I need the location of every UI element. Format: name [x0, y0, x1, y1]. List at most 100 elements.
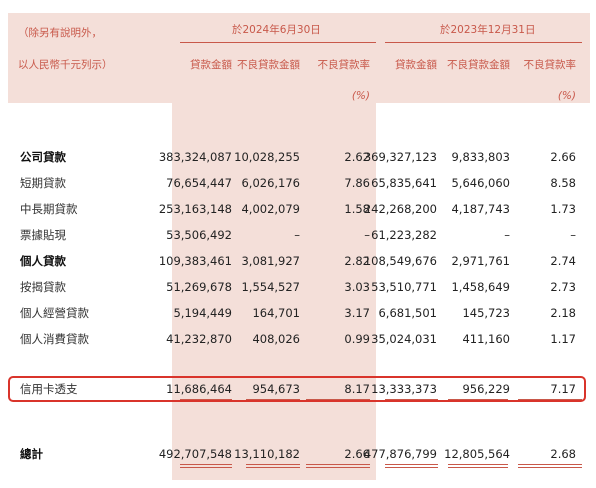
cell-loan-amount-2024: 51,269,678 [166, 280, 232, 294]
row-label: 按揭貸款 [20, 280, 66, 294]
cell-npl-ratio-2023: 8.58 [550, 176, 576, 190]
row-label: 公司貸款 [20, 150, 66, 164]
cell-npl-ratio-2024: 1.58 [344, 202, 370, 216]
cell-npl-amount-2024: 164,701 [252, 306, 300, 320]
cell-npl-ratio-2023: – [570, 228, 576, 242]
total-npl-ratio-2024: 2.66 [344, 447, 370, 461]
header-note-line2: 以人民幣千元列示） [18, 59, 113, 71]
total-label: 總計 [20, 447, 43, 461]
cell-loan-amount-2023: 61,223,282 [371, 228, 437, 242]
underline-rule [180, 464, 232, 465]
cell-loan-amount-2023: 6,681,501 [378, 306, 437, 320]
row-label: 短期貸款 [20, 176, 66, 190]
cell-loan-amount-2024: 109,383,461 [158, 254, 232, 268]
underline-rule [448, 399, 508, 400]
underline-rule [306, 467, 370, 468]
cell-npl-ratio-2023: 2.18 [550, 306, 576, 320]
underline-rule [246, 399, 300, 400]
header-band [8, 13, 590, 103]
cell-npl-amount-2023: 1,458,649 [451, 280, 510, 294]
underline-rule [385, 464, 438, 465]
cell-loan-amount-2024: 253,163,148 [158, 202, 232, 216]
period-2023-underline [385, 42, 582, 43]
cell-loan-amount-2023: 53,510,771 [371, 280, 437, 294]
cell-loan-amount-2023: 242,268,200 [363, 202, 437, 216]
row-label: 票據貼現 [20, 228, 66, 242]
col-header-npl-ratio-2024: 不良貸款率 [317, 59, 371, 71]
row-label: 中長期貸款 [20, 202, 78, 216]
cell-npl-ratio-2024: 2.82 [344, 254, 370, 268]
cell-npl-amount-2024: 6,026,176 [241, 176, 300, 190]
cell-npl-amount-2024: 4,002,079 [241, 202, 300, 216]
total-loan-amount-2024: 492,707,548 [158, 447, 232, 461]
underline-rule [518, 464, 582, 465]
col-header-npl-amount-2024: 不良貸款金額 [237, 59, 300, 71]
total-loan-amount-2023: 477,876,799 [363, 447, 437, 461]
underline-rule [448, 467, 508, 468]
period-2024-underline [180, 42, 376, 43]
cell-loan-amount-2023: 108,549,676 [363, 254, 437, 268]
cell-npl-ratio-2023: 1.17 [550, 332, 576, 346]
underline-rule [518, 399, 582, 400]
col-header-npl-ratio-2023: 不良貸款率 [523, 59, 577, 71]
cell-loan-amount-2024: 383,324,087 [158, 150, 232, 164]
underline-rule [246, 464, 300, 465]
cell-npl-amount-2023: 956,229 [462, 382, 510, 396]
period-2023-heading: 於2023年12月31日 [440, 24, 536, 36]
cell-npl-amount-2024: 3,081,927 [241, 254, 300, 268]
cell-loan-amount-2024: 53,506,492 [166, 228, 232, 242]
underline-rule [306, 464, 370, 465]
cell-npl-ratio-2024: 8.17 [344, 382, 370, 396]
cell-loan-amount-2023: 369,327,123 [363, 150, 437, 164]
cell-npl-ratio-2023: 2.74 [550, 254, 576, 268]
cell-npl-ratio-2023: 7.17 [550, 382, 576, 396]
pct-unit-2023: (%) [557, 90, 576, 102]
underline-rule [246, 467, 300, 468]
header-note-line1: （除另有說明外， [18, 27, 102, 39]
col-header-npl-amount-2023: 不良貸款金額 [447, 59, 510, 71]
row-label: 個人消費貸款 [20, 332, 89, 346]
total-npl-ratio-2023: 2.68 [550, 447, 576, 461]
cell-npl-ratio-2024: 0.99 [344, 332, 370, 346]
cell-npl-amount-2023: 145,723 [462, 306, 510, 320]
cell-npl-amount-2023: 5,646,060 [451, 176, 510, 190]
total-npl-amount-2023: 12,805,564 [444, 447, 510, 461]
cell-npl-ratio-2023: 2.73 [550, 280, 576, 294]
cell-loan-amount-2024: 11,686,464 [166, 382, 232, 396]
cell-loan-amount-2024: 41,232,870 [166, 332, 232, 346]
cell-npl-amount-2023: 4,187,743 [451, 202, 510, 216]
cell-npl-ratio-2024: 2.62 [344, 150, 370, 164]
cell-npl-amount-2024: 408,026 [252, 332, 300, 346]
cell-npl-ratio-2024: 7.86 [344, 176, 370, 190]
cell-npl-ratio-2024: 3.17 [344, 306, 370, 320]
cell-npl-amount-2023: 9,833,803 [451, 150, 510, 164]
credit-card-row-highlight [8, 376, 586, 402]
row-label: 個人經營貸款 [20, 306, 89, 320]
underline-rule [385, 399, 438, 400]
col-header-loan-amount-2024: 貸款金額 [190, 59, 232, 71]
cell-npl-amount-2024: 10,028,255 [234, 150, 300, 164]
row-label: 信用卡透支 [20, 382, 78, 396]
col-header-loan-amount-2023: 貸款金額 [395, 59, 437, 71]
cell-npl-amount-2023: 2,971,761 [451, 254, 510, 268]
cell-npl-ratio-2024: 3.03 [344, 280, 370, 294]
underline-rule [306, 399, 370, 400]
underline-rule [180, 467, 232, 468]
period-2024-column-shade [172, 103, 376, 480]
cell-loan-amount-2023: 13,333,373 [371, 382, 437, 396]
cell-loan-amount-2023: 65,835,641 [371, 176, 437, 190]
underline-rule [448, 464, 508, 465]
cell-npl-ratio-2023: 2.66 [550, 150, 576, 164]
cell-loan-amount-2024: 76,654,447 [166, 176, 232, 190]
cell-npl-amount-2023: – [504, 228, 510, 242]
cell-npl-ratio-2023: 1.73 [550, 202, 576, 216]
cell-npl-amount-2024: 954,673 [252, 382, 300, 396]
cell-loan-amount-2023: 35,024,031 [371, 332, 437, 346]
cell-npl-amount-2024: 1,554,527 [241, 280, 300, 294]
cell-loan-amount-2024: 5,194,449 [173, 306, 232, 320]
row-label: 個人貸款 [20, 254, 66, 268]
underline-rule [180, 399, 232, 400]
period-2024-heading: 於2024年6月30日 [232, 24, 321, 36]
underline-rule [518, 467, 582, 468]
